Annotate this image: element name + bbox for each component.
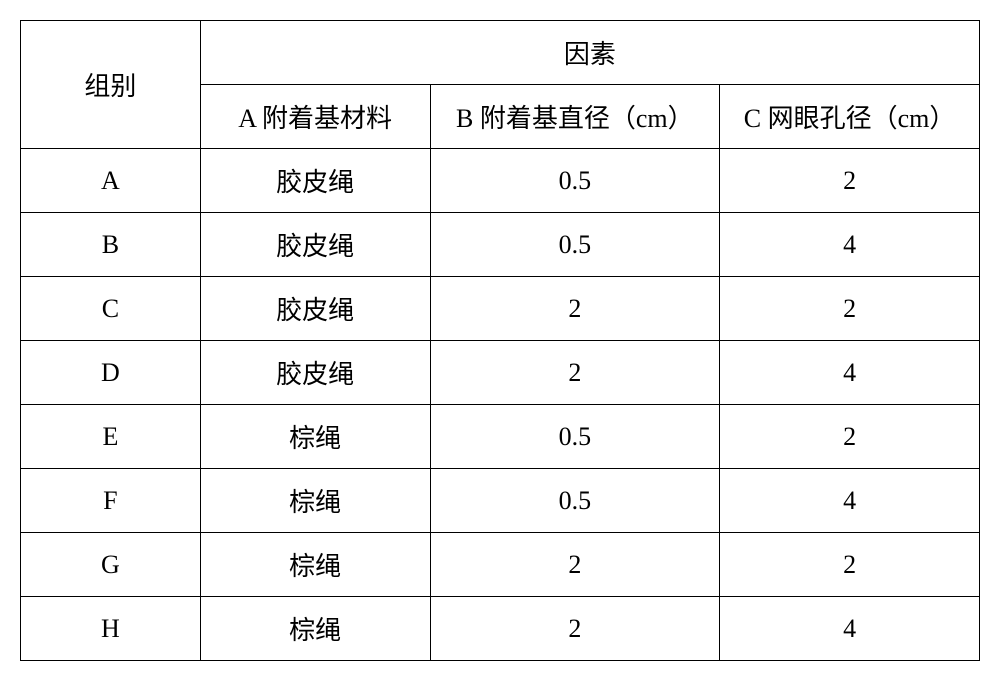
cell-b: 0.5	[430, 149, 720, 213]
cell-group: G	[21, 533, 201, 597]
cell-group: E	[21, 405, 201, 469]
cell-c: 2	[720, 277, 980, 341]
cell-group: F	[21, 469, 201, 533]
cell-a: 棕绳	[200, 533, 430, 597]
cell-a: 胶皮绳	[200, 277, 430, 341]
cell-c: 2	[720, 533, 980, 597]
cell-c: 2	[720, 405, 980, 469]
table-header-row-1: 组别 因素	[21, 21, 980, 85]
cell-group: D	[21, 341, 201, 405]
cell-group: A	[21, 149, 201, 213]
cell-c: 4	[720, 213, 980, 277]
header-group: 组别	[21, 21, 201, 149]
cell-b: 2	[430, 597, 720, 661]
table-row: C 胶皮绳 2 2	[21, 277, 980, 341]
cell-group: C	[21, 277, 201, 341]
header-factor: 因素	[200, 21, 979, 85]
header-col-b: B 附着基直径（cm）	[430, 85, 720, 149]
cell-c: 4	[720, 469, 980, 533]
cell-a: 棕绳	[200, 405, 430, 469]
cell-group: H	[21, 597, 201, 661]
cell-c: 4	[720, 597, 980, 661]
header-col-a: A 附着基材料	[200, 85, 430, 149]
table-row: D 胶皮绳 2 4	[21, 341, 980, 405]
experiment-table: 组别 因素 A 附着基材料 B 附着基直径（cm） C 网眼孔径（cm） A 胶…	[20, 20, 980, 661]
header-col-c: C 网眼孔径（cm）	[720, 85, 980, 149]
table-row: E 棕绳 0.5 2	[21, 405, 980, 469]
cell-b: 0.5	[430, 469, 720, 533]
table-row: A 胶皮绳 0.5 2	[21, 149, 980, 213]
cell-a: 胶皮绳	[200, 213, 430, 277]
cell-a: 棕绳	[200, 469, 430, 533]
cell-b: 2	[430, 277, 720, 341]
cell-b: 2	[430, 341, 720, 405]
cell-group: B	[21, 213, 201, 277]
table-row: H 棕绳 2 4	[21, 597, 980, 661]
table-row: G 棕绳 2 2	[21, 533, 980, 597]
cell-a: 棕绳	[200, 597, 430, 661]
cell-b: 2	[430, 533, 720, 597]
cell-b: 0.5	[430, 405, 720, 469]
cell-c: 4	[720, 341, 980, 405]
cell-a: 胶皮绳	[200, 341, 430, 405]
cell-b: 0.5	[430, 213, 720, 277]
cell-a: 胶皮绳	[200, 149, 430, 213]
cell-c: 2	[720, 149, 980, 213]
table-row: F 棕绳 0.5 4	[21, 469, 980, 533]
table-row: B 胶皮绳 0.5 4	[21, 213, 980, 277]
